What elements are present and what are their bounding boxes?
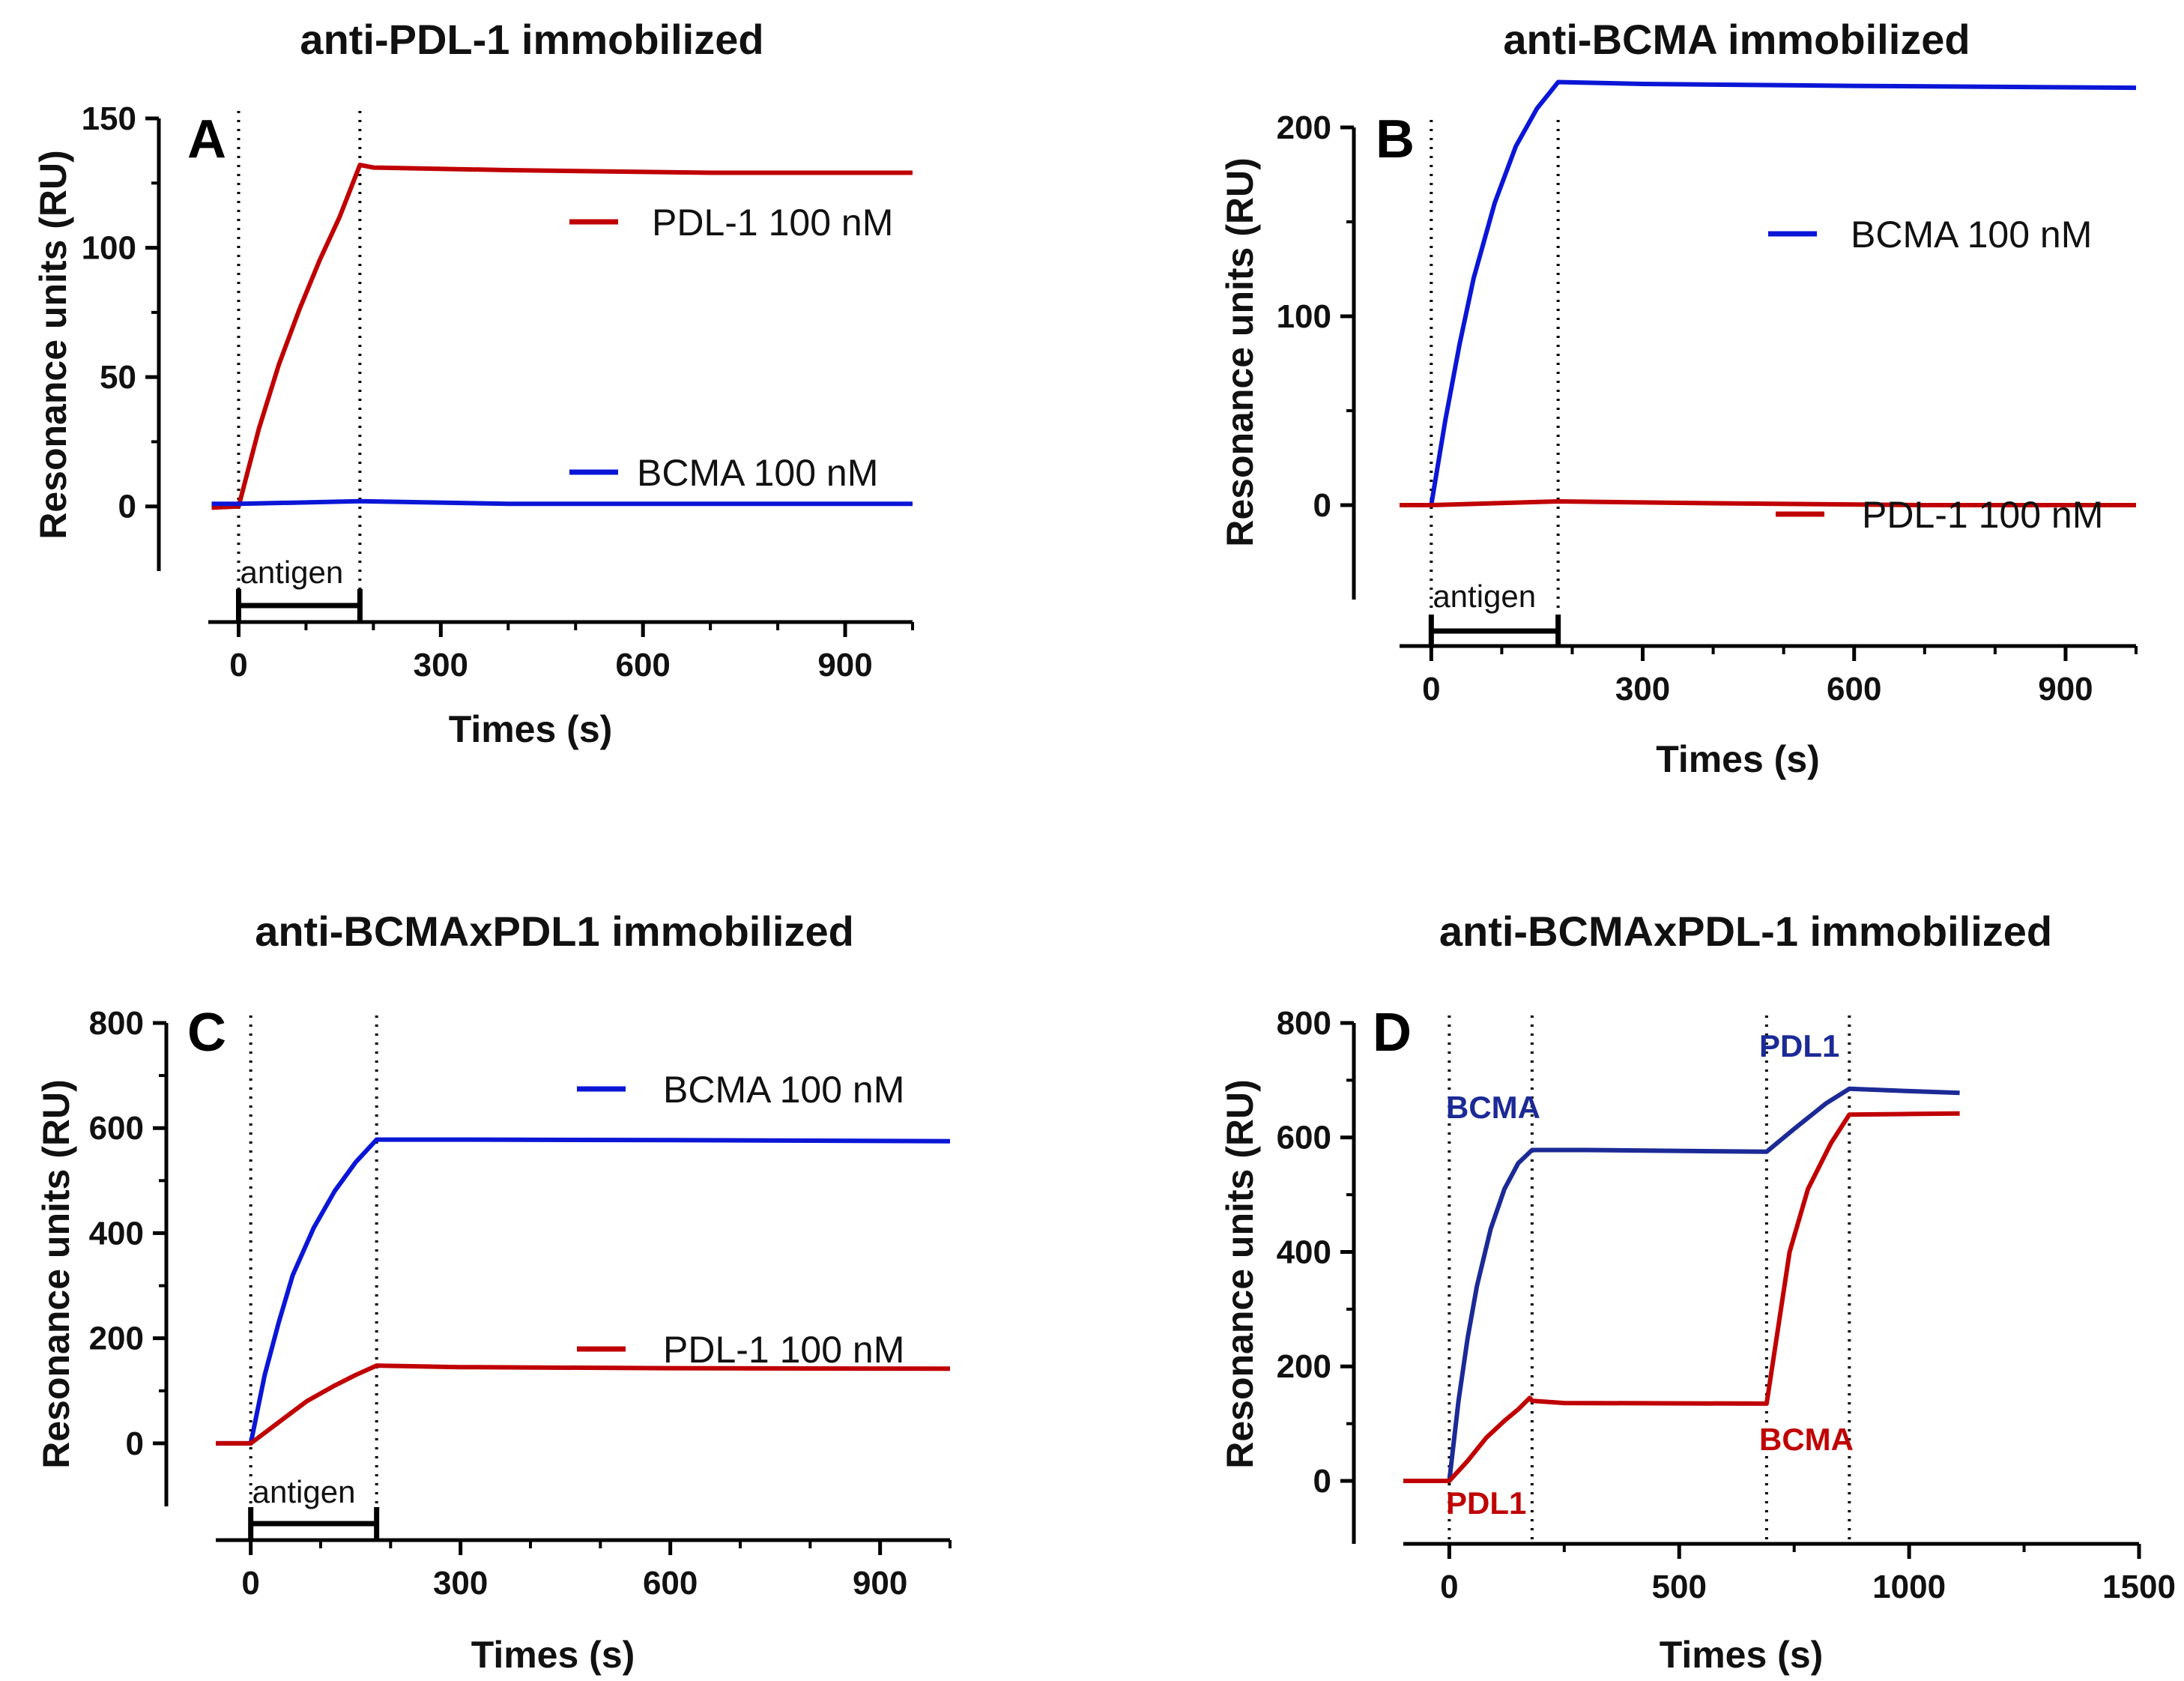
chart-title: anti-BCMAxPDL-1 immobilized (1439, 908, 2052, 955)
annotation-label: BCMA (1446, 1090, 1540, 1125)
y-tick-label: 0 (1313, 487, 1331, 524)
chart-title: anti-BCMA immobilized (1503, 16, 1970, 63)
annotation-label: PDL1 (1446, 1485, 1526, 1521)
annotation-label: BCMA (1759, 1422, 1854, 1457)
series-line (1403, 1086, 1960, 1483)
panel-letter: B (1376, 109, 1415, 169)
y-tick-label: 0 (126, 1425, 144, 1462)
chart-title: anti-PDL-1 immobilized (300, 16, 763, 63)
x-tick-label: 900 (817, 647, 872, 683)
y-tick-label: 0 (1313, 1463, 1331, 1500)
x-axis-label: Times (s) (471, 1634, 635, 1676)
x-tick-label: 1500 (2102, 1569, 2176, 1605)
x-tick-label: 0 (1422, 671, 1440, 707)
legend-label: PDL-1 100 nM (1862, 494, 2103, 536)
y-axis-label: Resonance units (RU) (35, 1079, 77, 1469)
y-tick-label: 200 (1277, 109, 1331, 146)
y-tick-label: 100 (1277, 298, 1331, 335)
y-tick-label: 0 (118, 489, 136, 525)
chart-panel-c: anti-BCMAxPDL1 immobilized C 0 200 400 600 800… (35, 908, 952, 1676)
legend-label: BCMA 100 nM (1851, 214, 2092, 256)
y-tick-label: 50 (100, 359, 136, 396)
x-tick-label: 0 (241, 1565, 259, 1602)
x-tick-label: 300 (433, 1565, 488, 1602)
series-line (1400, 499, 2136, 507)
y-tick-label: 800 (89, 1005, 144, 1042)
panel-letter: C (187, 1003, 226, 1063)
chart-panel-d: anti-BCMAxPDL-1 immobilized D 0 200 400 600 80… (1219, 908, 2176, 1676)
x-tick-label: 900 (2038, 671, 2093, 707)
series-line (1400, 79, 2137, 507)
antigen-label: antigen (252, 1474, 356, 1509)
x-tick-label: 600 (615, 647, 670, 683)
series-line (211, 498, 913, 507)
x-tick-label: 1000 (1872, 1569, 1946, 1605)
x-axis-label: Times (s) (449, 708, 613, 750)
antigen-label: antigen (1433, 579, 1536, 614)
panel-letter: D (1373, 1003, 1412, 1063)
x-tick-label: 500 (1652, 1569, 1707, 1605)
y-tick-label: 150 (82, 100, 136, 137)
y-tick-label: 400 (1277, 1234, 1331, 1270)
x-axis-label: Times (s) (1660, 1634, 1824, 1676)
x-tick-label: 0 (1440, 1569, 1458, 1605)
y-tick-label: 600 (1277, 1120, 1331, 1156)
y-axis-label: Resonance units (RU) (1219, 157, 1261, 547)
x-axis-label: Times (s) (1656, 738, 1820, 780)
y-axis-label: Resonance units (RU) (1219, 1079, 1261, 1469)
y-tick-label: 200 (1277, 1348, 1331, 1385)
chart-panel-b: anti-BCMA immobilized B 0 100 200 0 300 600 900 T… (1219, 16, 2138, 780)
legend-label: PDL-1 100 nM (652, 202, 893, 244)
series-line (1403, 1111, 1960, 1483)
y-tick-label: 100 (82, 230, 136, 267)
chart-panel-a: anti-PDL-1 immobilized A 0 50 100 150 0 300 600 9… (32, 16, 914, 750)
y-tick-label: 600 (89, 1110, 144, 1147)
legend-label: BCMA 100 nM (663, 1069, 904, 1111)
series-line (211, 163, 913, 510)
y-tick-label: 800 (1277, 1005, 1331, 1042)
annotation-label: PDL1 (1759, 1028, 1839, 1063)
panel-letter: A (187, 109, 226, 169)
x-tick-label: 600 (1827, 671, 1881, 707)
y-axis-label: Resonance units (RU) (32, 150, 74, 540)
y-tick-label: 400 (89, 1215, 144, 1252)
series-line (216, 1137, 951, 1446)
series-line (216, 1363, 951, 1446)
chart-title: anti-BCMAxPDL1 immobilized (255, 908, 854, 955)
x-tick-label: 0 (229, 647, 247, 683)
x-tick-label: 600 (643, 1565, 698, 1602)
x-tick-label: 300 (414, 647, 468, 683)
x-tick-label: 900 (853, 1565, 907, 1602)
legend-label: BCMA 100 nM (637, 452, 878, 494)
y-tick-label: 200 (89, 1321, 144, 1357)
legend-label: PDL-1 100 nM (663, 1329, 904, 1371)
antigen-label: antigen (240, 555, 343, 590)
x-tick-label: 300 (1615, 671, 1670, 707)
